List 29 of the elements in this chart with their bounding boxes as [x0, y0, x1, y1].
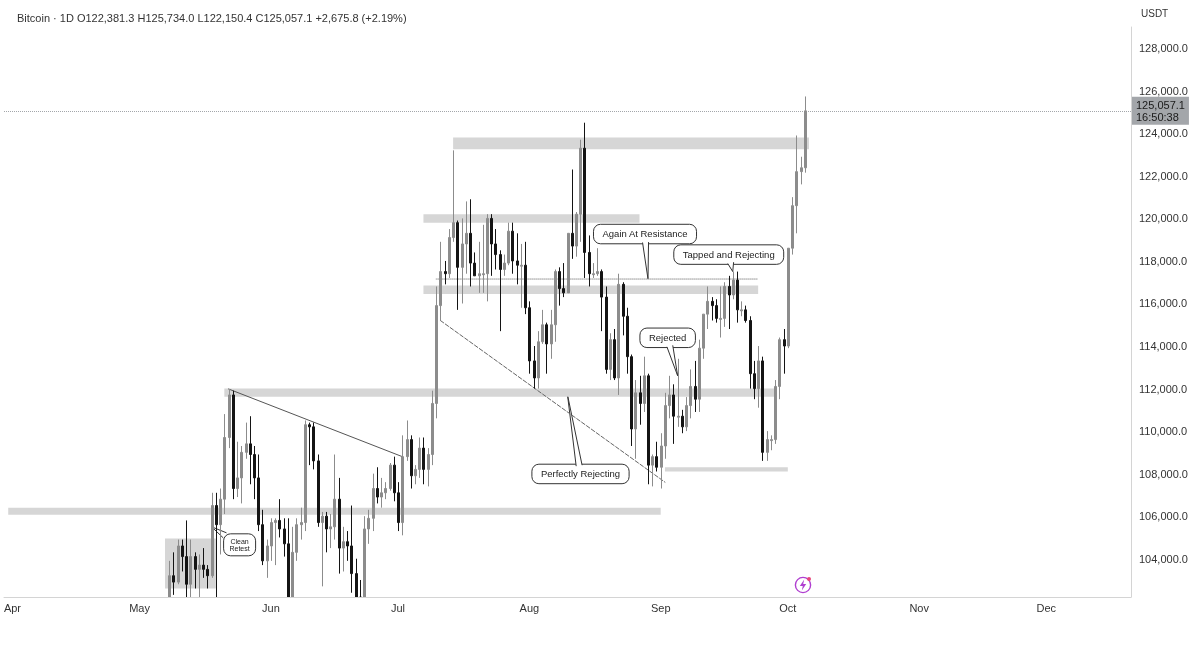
- ref-line-label: 125,057.1 16:50:38: [1136, 98, 1185, 123]
- y-tick-label: 120,000.0: [1139, 212, 1188, 225]
- y-tick-label: 106,000.0: [1139, 510, 1188, 523]
- y-tick-label: 112,000.0: [1139, 382, 1188, 395]
- y-axis-title: USDT: [1141, 7, 1169, 19]
- x-tick-label: May: [129, 601, 151, 614]
- y-tick-label: 118,000.0: [1139, 254, 1188, 267]
- x-tick-label: Dec: [1036, 601, 1057, 614]
- y-tick-label: 128,000.0: [1139, 42, 1188, 55]
- annotation: Tapped and Rejecting: [682, 248, 775, 260]
- x-tick-label: Jun: [262, 601, 280, 614]
- annotation: Rejected: [648, 332, 687, 344]
- x-tick-label: Aug: [519, 601, 540, 614]
- chart-title: Bitcoin · 1D O122,381.3 H125,734.0 L122,150.4 C125,057.1 +2,675.8 (+2.19%): [17, 11, 407, 24]
- x-tick-label: Apr: [3, 601, 22, 614]
- x-tick-label: Nov: [909, 601, 930, 614]
- x-tick-label: Jul: [391, 601, 406, 614]
- y-tick-label: 124,000.0: [1139, 127, 1188, 140]
- x-tick-label: Sep: [650, 601, 671, 614]
- y-tick-label: 122,000.0: [1139, 169, 1188, 182]
- y-tick-label: 108,000.0: [1139, 467, 1188, 480]
- y-tick-label: 114,000.0: [1139, 340, 1188, 353]
- y-tick-label: 126,000.0: [1139, 84, 1188, 97]
- annotation: Again At Resistance: [602, 228, 688, 240]
- y-tick-label: 116,000.0: [1139, 297, 1188, 310]
- x-tick-label: Oct: [779, 601, 797, 614]
- y-tick-label: 110,000.0: [1139, 425, 1188, 438]
- y-tick-label: 104,000.0: [1139, 552, 1188, 565]
- annotation: Perfectly Rejecting: [540, 468, 621, 480]
